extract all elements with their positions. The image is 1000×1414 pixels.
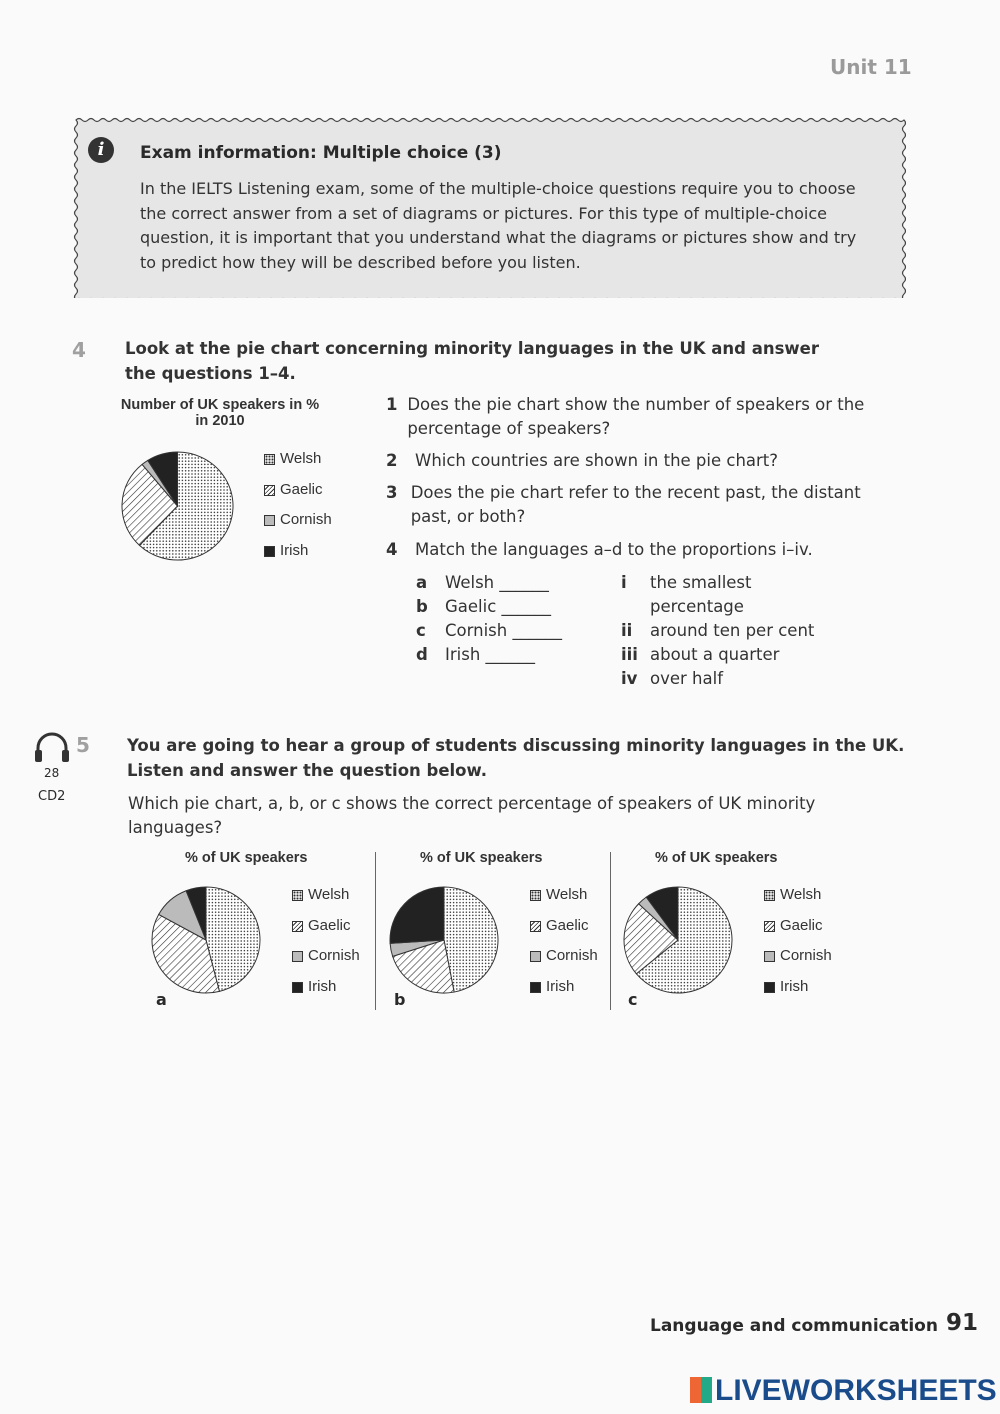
liveworksheets-logo: LIVEWORKSHEETS [690,1374,997,1408]
liveworksheets-logo-icon [690,1377,712,1403]
legend-cornish: Cornish [530,947,598,978]
cornish-swatch [530,951,541,962]
info-icon: i [88,137,114,163]
pie-slice-irish [389,886,445,944]
pie-slice-irish [645,886,679,942]
exercise-5-number: 5 [76,733,90,757]
page-number: 91 [946,1310,979,1336]
chart-a-title: % of UK speakers [185,850,308,866]
pie-slice-welsh [443,886,499,993]
question-4: 4 Match the languages a–d to the proporti… [386,540,813,559]
pie-slice-gaelic [121,463,179,547]
pie-slice-welsh [138,451,234,561]
language-b: b Gaelic ______ [416,597,552,616]
legend-irish: Irish [264,542,332,573]
gaelic-swatch [764,920,775,932]
irish-swatch [764,981,775,993]
gaelic-swatch [264,484,275,496]
proportion-iv: iv over half [621,669,724,688]
legend-gaelic: Gaelic [292,917,360,948]
chart-option-label: b [394,990,406,1009]
chart-b-title: % of UK speakers [420,850,543,866]
pie-chart-c[interactable] [622,885,734,995]
pie-chart-b[interactable] [388,885,500,995]
pie-slice-welsh [205,886,261,992]
proportion-list: i the smallest percentage ii around ten pe… [621,571,841,691]
exercise-5-question: Which pie chart, a, b, or c shows the co… [128,794,816,837]
language-d: d Irish ______ [416,645,536,664]
legend-a: Welsh Gaelic Cornish Irish [292,886,360,1008]
language-c: c Cornish ______ [416,621,562,640]
pie-slice-gaelic [392,939,455,994]
cornish-swatch [764,951,775,962]
irish-swatch [530,981,541,993]
legend-irish: Irish [764,978,832,1009]
gaelic-swatch [292,920,303,932]
legend-b: Welsh Gaelic Cornish Irish [530,886,598,1008]
welsh-swatch [292,890,303,901]
exercise-4-instruction: Look at the pie chart concerning minorit… [125,339,820,383]
pie-chart-a[interactable] [150,885,262,995]
footer-section: Language and communication [650,1316,938,1336]
legend-welsh: Welsh [530,886,598,917]
pie-slice-gaelic [623,903,679,975]
cornish-swatch [264,515,275,526]
pie-slice-welsh [635,886,733,994]
irish-swatch [292,981,303,993]
exam-info-box [72,114,906,298]
irish-swatch [264,545,275,557]
pie-chart-main [121,451,234,561]
legend-welsh: Welsh [292,886,360,917]
info-body: In the IELTS Listening exam, some of the… [140,179,857,272]
info-title: Exam information: Multiple choice (3) [140,143,502,163]
pie-slice-irish [185,886,207,941]
legend-irish: Irish [292,978,360,1009]
legend-irish: Irish [530,978,598,1009]
chart-title: Number of UK speakers in % in 2010 [120,397,320,429]
question-1: 1 Does the pie chart show the number of s… [386,395,865,438]
legend-cornish: Cornish [764,947,832,978]
divider [610,852,611,1010]
legend-welsh: Welsh [264,450,332,481]
divider [375,852,376,1010]
question-3: 3 Does the pie chart refer to the recent … [386,483,861,526]
legend-gaelic: Gaelic [264,481,332,512]
proportion-i: i the smallest percentage [621,573,752,616]
gaelic-swatch [530,920,541,932]
welsh-swatch [530,890,541,901]
cornish-swatch [292,951,303,962]
exercise-5-instruction: You are going to hear a group of student… [127,736,905,780]
legend-welsh: Welsh [764,886,832,917]
chart-option-label: c [628,990,638,1009]
proportion-ii: ii around ten per cent [621,621,815,640]
legend-main: Welsh Gaelic Cornish Irish [264,450,332,572]
welsh-swatch [764,890,775,901]
legend-c: Welsh Gaelic Cornish Irish [764,886,832,1008]
chart-option-label: a [156,990,167,1009]
cd-label: CD2 [38,789,66,804]
language-list: a Welsh ______ b Gaelic ______ c Cornish __… [416,571,606,667]
legend-cornish: Cornish [264,511,332,542]
exercise-4-number: 4 [72,338,86,362]
welsh-swatch [264,454,275,465]
track-number: 28 [44,766,60,780]
legend-gaelic: Gaelic [530,917,598,948]
pie-slice-irish [147,451,178,508]
legend-cornish: Cornish [292,947,360,978]
language-a: a Welsh ______ [416,573,549,592]
chart-c-title: % of UK speakers [655,850,778,866]
question-2: 2 Which countries are shown in the pie ch… [386,451,779,470]
proportion-iii: iii about a quarter [621,645,780,664]
pie-slice-gaelic [151,913,221,994]
unit-label: Unit 11 [830,55,912,79]
ex4-questions: 1 Does the pie chart show the number of s… [386,393,896,562]
headphones-icon[interactable] [33,730,71,766]
legend-gaelic: Gaelic [764,917,832,948]
